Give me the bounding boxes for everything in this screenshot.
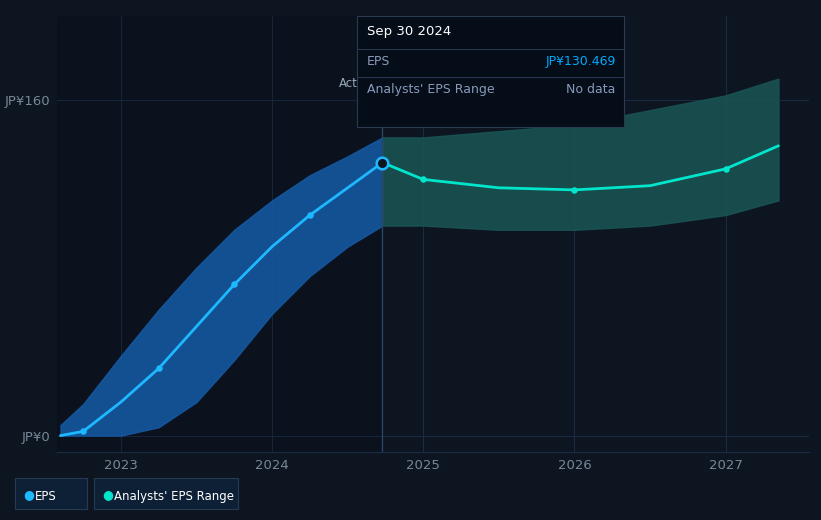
Point: [376, 159, 389, 167]
Point: [152, 364, 165, 372]
Text: No data: No data: [566, 83, 616, 96]
Point: [568, 186, 581, 194]
Text: Analysts Forecasts: Analysts Forecasts: [392, 77, 502, 90]
Text: JP¥130.469: JP¥130.469: [545, 55, 616, 68]
Point: [227, 280, 241, 289]
Point: [76, 427, 89, 436]
Text: Analysts' EPS Range: Analysts' EPS Range: [114, 490, 234, 503]
Text: EPS: EPS: [367, 55, 390, 68]
Text: EPS: EPS: [34, 490, 56, 503]
Bar: [57, 16, 383, 452]
Point: [719, 165, 732, 173]
Text: Sep 30 2024: Sep 30 2024: [367, 25, 452, 38]
Point: [376, 159, 389, 167]
Point: [303, 211, 316, 219]
Point: [417, 175, 430, 184]
Text: Analysts' EPS Range: Analysts' EPS Range: [367, 83, 494, 96]
Text: ●: ●: [23, 488, 34, 501]
Text: Actual: Actual: [339, 77, 376, 90]
Text: ●: ●: [103, 488, 113, 501]
